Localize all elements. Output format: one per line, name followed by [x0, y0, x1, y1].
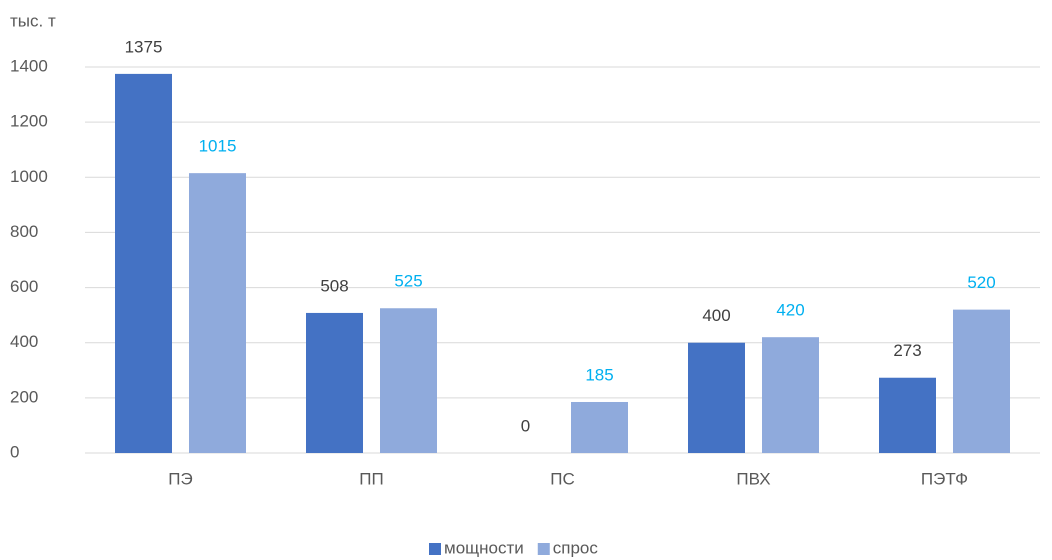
bar	[762, 337, 819, 453]
x-tick-label: ПЭТФ	[921, 469, 968, 488]
y-tick-label: 400	[10, 332, 38, 351]
bar	[571, 401, 628, 453]
data-label: 185	[585, 365, 613, 384]
data-label: 0	[521, 416, 530, 435]
y-tick-label: 200	[10, 387, 38, 406]
legend-label: мощности	[444, 538, 524, 557]
y-tick-label: 1200	[10, 112, 48, 131]
bar	[189, 173, 246, 453]
y-tick-label: 0	[10, 442, 19, 461]
x-tick-label: ПЭ	[168, 469, 192, 488]
y-tick-label: 1000	[10, 167, 48, 186]
bar	[688, 342, 745, 453]
bar	[879, 377, 936, 453]
data-label: 420	[776, 301, 804, 320]
x-tick-label: ПС	[550, 469, 575, 488]
data-label: 273	[893, 341, 921, 360]
bar	[115, 73, 172, 454]
legend-label: спрос	[553, 538, 599, 557]
bar	[306, 312, 363, 453]
y-tick-label: 800	[10, 222, 38, 241]
data-label: 525	[394, 272, 422, 291]
legend-swatch	[537, 543, 550, 555]
data-label: 520	[967, 273, 995, 292]
data-label: 1375	[125, 37, 163, 56]
y-tick-label: 600	[10, 277, 38, 296]
data-label: 1015	[199, 137, 237, 156]
data-label: 400	[702, 306, 730, 325]
bar	[953, 309, 1010, 453]
bar	[380, 308, 437, 453]
y-tick-label: 1400	[10, 56, 48, 75]
data-label: 508	[320, 276, 348, 295]
y-axis-label: тыс. т	[10, 11, 56, 30]
x-tick-label: ПП	[359, 469, 383, 488]
x-tick-label: ПВХ	[736, 469, 770, 488]
legend-swatch	[429, 543, 441, 555]
